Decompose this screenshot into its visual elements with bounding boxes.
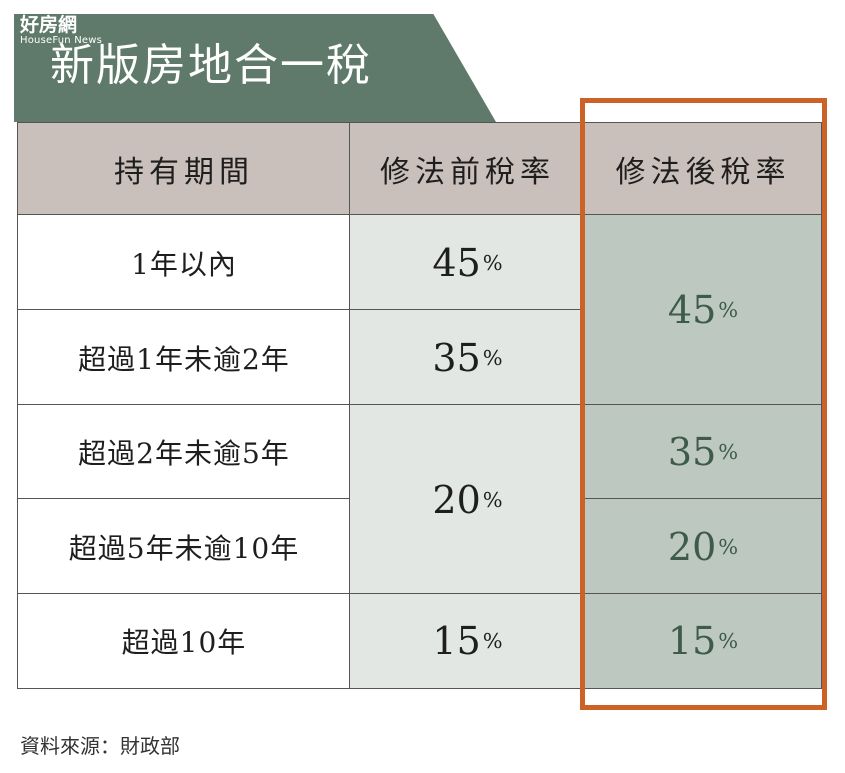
rate-value: 45	[667, 288, 717, 332]
percent-sign: %	[482, 250, 503, 275]
period-cell: 超過2年未逾5年	[17, 404, 351, 500]
page-title: 新版房地合一稅	[50, 40, 372, 91]
period-label: 超過2年未逾5年	[78, 437, 290, 470]
rate-value: 20	[432, 477, 481, 522]
percent-sign: %	[718, 629, 739, 653]
percent-sign: %	[718, 440, 739, 464]
percent-sign: %	[718, 534, 739, 559]
period-cell: 超過5年未逾10年	[17, 498, 351, 595]
percent-sign: %	[482, 629, 503, 653]
logo-subtitle: HouseFun News	[20, 35, 103, 46]
rate-after-cell: 35%	[584, 404, 822, 500]
title-banner	[14, 14, 496, 122]
header-label: 修法前稅率	[380, 155, 555, 190]
rate-after-cell: 15%	[584, 593, 822, 689]
rate-value: 35	[667, 430, 717, 474]
period-label: 超過10年	[121, 626, 247, 659]
header-label: 持有期間	[114, 155, 254, 190]
percent-sign: %	[482, 487, 503, 512]
rate-before-cell: 45%	[349, 214, 586, 311]
percent-sign: %	[718, 298, 739, 322]
source-note: 資料來源：財政部	[20, 734, 180, 758]
percent-sign: %	[482, 345, 503, 370]
period-cell: 1年以內	[17, 214, 351, 311]
housefun-logo: 好房網 HouseFun News	[20, 16, 102, 47]
rate-after-cell: 20%	[584, 498, 822, 595]
header-rate-before: 修法前稅率	[349, 122, 586, 216]
header-label: 修法後稅率	[615, 155, 791, 190]
rate-value: 45	[432, 240, 481, 285]
period-label: 超過5年未逾10年	[68, 531, 300, 565]
logo-name: 好房網	[20, 14, 78, 36]
period-cell: 超過1年未逾2年	[17, 309, 351, 406]
rate-after-cell: 45%	[584, 214, 822, 406]
rate-value: 35	[432, 335, 481, 380]
header-rate-after: 修法後稅率	[584, 122, 822, 216]
period-label: 超過1年未逾2年	[78, 342, 290, 376]
highlight-box	[580, 98, 827, 710]
rate-before-cell: 15%	[349, 593, 586, 689]
header-holding-period: 持有期間	[17, 122, 351, 216]
rate-value: 20	[667, 524, 717, 569]
rate-value: 15	[432, 619, 481, 663]
rate-value: 15	[667, 619, 717, 663]
rate-before-cell: 20%	[349, 404, 586, 595]
period-cell: 超過10年	[17, 593, 351, 689]
rate-before-cell: 35%	[349, 309, 586, 406]
period-label: 1年以內	[131, 247, 237, 281]
